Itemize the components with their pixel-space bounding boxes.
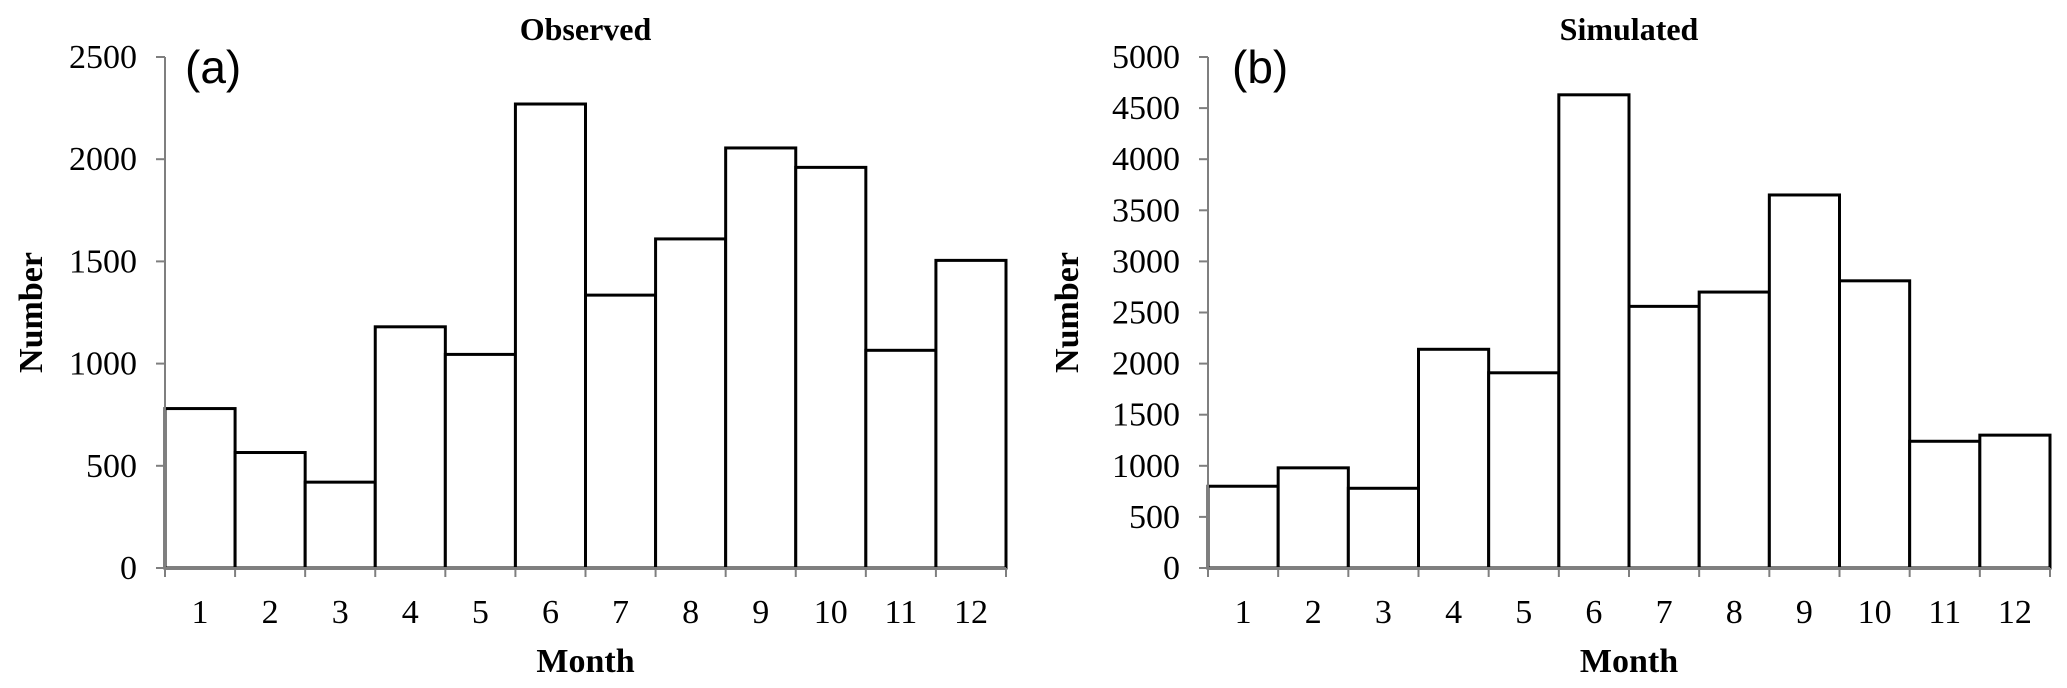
y-tick-label: 2000 [69, 141, 137, 178]
y-tick-label: 1000 [1112, 448, 1180, 485]
y-tick-label: 5000 [1112, 39, 1180, 76]
bar-10 [1838, 279, 1912, 570]
x-tick-label: 5 [472, 594, 489, 631]
bar-7 [1627, 304, 1701, 570]
bar-7 [584, 293, 658, 570]
y-tick-label: 3000 [1112, 243, 1180, 280]
x-tick-label: 11 [885, 594, 918, 631]
y-tick-label: 2500 [1112, 295, 1180, 332]
bar-10 [794, 165, 868, 570]
bar-3 [303, 480, 377, 570]
bar-8 [1697, 290, 1771, 570]
y-tick-label: 0 [1163, 550, 1180, 587]
x-tick-label: 4 [402, 594, 419, 631]
bar-3 [1346, 486, 1421, 570]
x-tick-label: 8 [1726, 594, 1743, 631]
x-tick-label: 11 [1928, 594, 1961, 631]
x-tick-label: 2 [262, 594, 279, 631]
bar-9 [724, 146, 798, 570]
x-tick-label: 7 [612, 594, 629, 631]
y-tick-label: 1000 [69, 346, 137, 383]
y-tick-label: 500 [1129, 499, 1180, 536]
y-tick-label: 4500 [1112, 90, 1180, 127]
x-tick-label: 9 [752, 594, 769, 631]
bar-6 [1557, 93, 1631, 570]
x-tick-label: 6 [1585, 594, 1602, 631]
y-tick-label: 3500 [1112, 192, 1180, 229]
x-tick-label: 8 [682, 594, 699, 631]
y-tick-label: 1500 [69, 243, 137, 280]
x-tick-label: 1 [192, 594, 209, 631]
x-axis-title: Month [1580, 643, 1678, 680]
chart-simulated: 0 500 1000 1500 2000 2500 3000 3500 4000 4500 5000… [1049, 11, 2052, 680]
bar-8 [654, 237, 728, 570]
x-tick-label: 3 [1375, 594, 1392, 631]
bar-5 [1487, 371, 1561, 570]
x-tick-label: 7 [1656, 594, 1673, 631]
chart-title: Simulated [1560, 11, 1699, 47]
bar-9 [1767, 193, 1841, 570]
bar-1 [1206, 484, 1280, 570]
x-tick-label: 12 [954, 594, 988, 631]
bar-2 [233, 451, 307, 570]
bar-4 [373, 325, 447, 570]
bar-6 [513, 102, 588, 570]
bar-11 [1908, 439, 1982, 570]
x-tick-label: 4 [1445, 594, 1462, 631]
x-tick-label: 10 [1858, 594, 1892, 631]
y-tick-label: 2000 [1112, 346, 1180, 383]
x-tick-label: 10 [814, 594, 848, 631]
y-tick-label: 2500 [69, 39, 137, 76]
x-tick-label: 6 [542, 594, 559, 631]
bar-11 [864, 348, 938, 570]
bar-1 [163, 407, 237, 570]
bar-2 [1276, 466, 1350, 570]
bar-4 [1417, 347, 1491, 570]
panel-label: (b) [1232, 41, 1288, 93]
x-tick-label: 3 [332, 594, 349, 631]
y-tick-label: 500 [86, 448, 137, 485]
x-tick-label: 1 [1235, 594, 1252, 631]
y-tick-label: 4000 [1112, 141, 1180, 178]
bar-12 [1978, 433, 2052, 570]
x-tick-label: 12 [1998, 594, 2032, 631]
y-tick-label: 0 [120, 550, 137, 587]
y-axis-title: Number [13, 252, 50, 373]
x-tick-label: 2 [1305, 594, 1322, 631]
panel-label: (a) [185, 41, 241, 93]
x-tick-label: 5 [1515, 594, 1532, 631]
x-axis-title: Month [536, 643, 634, 680]
chart-title: Observed [520, 11, 652, 47]
bar-5 [443, 352, 517, 570]
y-tick-label: 1500 [1112, 397, 1180, 434]
y-axis-title: Number [1049, 252, 1086, 373]
x-tick-label: 9 [1796, 594, 1813, 631]
bar-12 [934, 258, 1008, 570]
